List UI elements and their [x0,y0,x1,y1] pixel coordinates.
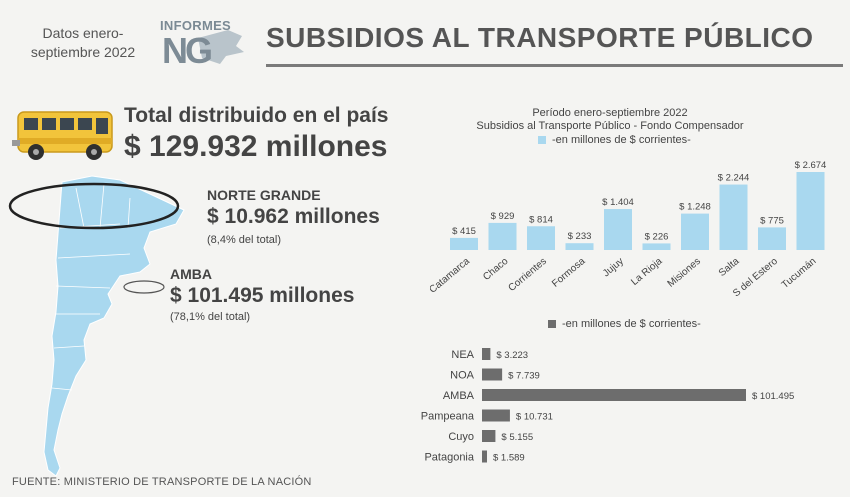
bar-7 [719,184,748,250]
bar-2 [527,226,555,250]
category-label-9: Tucumán [780,256,819,291]
region-value-label-1: $ 7.739 [508,371,540,382]
total-label: Total distribuido en el país [124,104,389,127]
amba-percent: (78,1% del total) [170,311,251,323]
legend2-text: -en millones de $ corrientes- [562,318,701,330]
norte-grande-percent: (8,4% del total) [207,234,281,246]
amba-value: $ 101.495 millones [170,284,355,307]
category-label-2: Corrientes [507,256,549,294]
bar-4 [604,209,632,250]
region-label-2: AMBA [443,390,475,402]
bus-icon [12,111,113,160]
bar-value-label-5: $ 226 [645,231,669,242]
chart-title: Período enero-septiembre 2022 [532,107,688,119]
category-label-3: Formosa [550,256,588,290]
region-bar-0 [482,348,491,360]
total-value: $ 129.932 millones [124,130,388,163]
category-label-1: Chaco [481,256,511,283]
legend-swatch [538,136,546,145]
region-bar-1 [482,368,503,381]
region-bar-4 [482,430,496,442]
chart-subtitle: Subsidios al Transporte Público - Fondo … [476,120,744,132]
category-label-5: La Rioja [629,256,665,288]
region-bar-2 [482,389,746,401]
category-label-7: Salta [717,256,742,279]
region-label-4: Cuyo [448,431,474,443]
region-value-label-2: $ 101.495 [752,391,794,402]
legend-text: -en millones de $ corrientes- [552,134,691,146]
page-title: SUBSIDIOS AL TRANSPORTE PÚBLICO [266,22,814,53]
chart2-legend: -en millones de $ corrientes- [548,318,701,330]
region-label-3: Pampeana [421,411,475,423]
logo-informes-text: INFORMES [160,18,232,33]
category-label-6: Misiones [666,256,703,290]
bar-8 [758,227,786,250]
logo-map-shape [198,30,244,64]
region-label-0: NEA [451,349,474,361]
title-underline [266,64,843,67]
bar-6 [681,213,709,250]
bar-value-label-9: $ 2.674 [795,160,827,171]
data-period-label: Datos enero-septiembre 2022 [30,25,136,60]
bar-value-label-2: $ 814 [529,214,553,225]
bar-3 [565,243,594,250]
bar-value-label-8: $ 775 [760,215,784,226]
chart-legend: -en millones de $ corrientes- [538,134,691,146]
bar-value-label-4: $ 1.404 [602,197,634,208]
region-bar-chart: NEA $ 3.223 NOA $ 7.739 AMBA $ 101.495 Pampean… [421,348,794,464]
region-value-label-5: $ 1.589 [493,453,525,464]
legend2-swatch [548,320,556,329]
bar-value-label-1: $ 929 [491,211,515,222]
region-bar-3 [482,409,510,422]
bar-value-label-7: $ 2.244 [718,173,750,184]
bar-5 [642,243,671,250]
region-value-label-0: $ 3.223 [496,350,528,361]
source-note: FUENTE: MINISTERIO DE TRANSPORTE DE LA N… [12,476,312,488]
amba-label: AMBA [170,266,212,282]
norte-grande-label: NORTE GRANDE [207,187,321,203]
informes-ng-logo: INFORMES NG [158,16,250,71]
category-label-4: Jujuy [601,256,626,279]
norte-grande-highlight [8,182,180,230]
argentina-map [8,175,185,477]
bar-value-label-0: $ 415 [452,226,476,237]
bar-value-label-3: $ 233 [568,231,592,242]
region-label-5: Patagonia [424,452,474,464]
norte-grande-value: $ 10.962 millones [207,205,380,228]
province-bar-chart: $ 415 Catamarca $ 929 Chaco $ 814 Corrientes $… [430,160,827,299]
region-label-1: NOA [450,370,475,382]
bar-9 [796,172,825,250]
amba-highlight [123,280,165,294]
logo-ng-text: NG [162,30,213,71]
bar-1 [488,222,517,250]
bar-0 [450,237,478,250]
bar-value-label-6: $ 1.248 [679,202,711,213]
category-label-0: Catamarca [430,256,472,296]
region-value-label-3: $ 10.731 [516,412,553,423]
region-value-label-4: $ 5.155 [501,432,533,443]
region-bar-5 [482,450,487,463]
